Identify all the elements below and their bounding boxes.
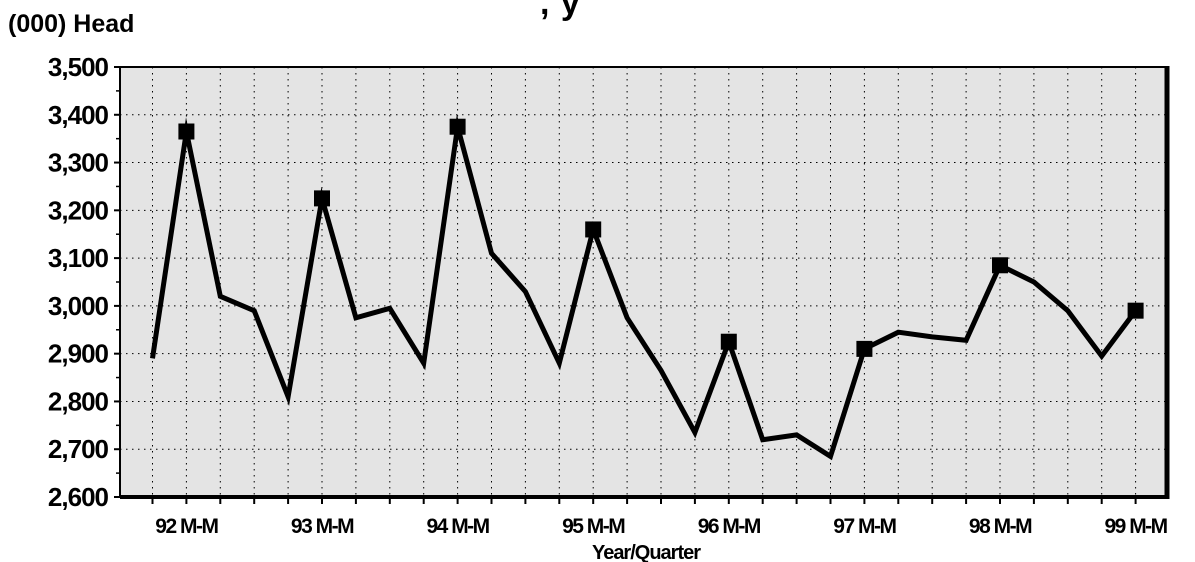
data-point-marker [992,257,1008,274]
x-tick-label: 92 M-M [155,515,218,538]
y-tick-label: 3,100 [48,243,109,273]
x-axis-label: Year/Quarter [592,542,701,562]
x-tick-label: 98 M-M [969,515,1032,538]
y-tick-label: 2,800 [48,386,109,416]
y-tick-label: 3,000 [48,291,109,321]
x-tick-label: 97 M-M [833,515,896,538]
x-tick-label: 93 M-M [291,515,354,538]
y-tick-label: 3,200 [48,195,109,225]
x-tick-label: 95 M-M [562,515,625,538]
chart-title: , y [540,0,581,22]
x-tick-label: 94 M-M [427,515,490,538]
data-point-marker [1127,302,1144,319]
y-tick-label: 2,700 [48,434,109,464]
y-tick-label: 3,400 [48,100,109,130]
y-tick-label: 2,600 [48,482,109,512]
y-tick-label: 3,300 [48,148,109,178]
x-tick-label: 99 M-M [1105,515,1168,538]
data-point-marker [856,340,873,357]
data-point-marker [720,333,737,350]
y-tick-label: 2,900 [48,339,109,369]
series-line [150,114,1138,461]
data-point-marker [585,221,602,238]
data-point-marker [178,123,195,140]
y-axis-label: (000) Head [8,10,135,38]
x-tick-label: 96 M-M [698,515,761,538]
data-point-marker [314,190,330,207]
data-point-marker [449,118,466,135]
plot-area [120,67,1167,497]
y-tick-label: 3,500 [48,52,109,82]
